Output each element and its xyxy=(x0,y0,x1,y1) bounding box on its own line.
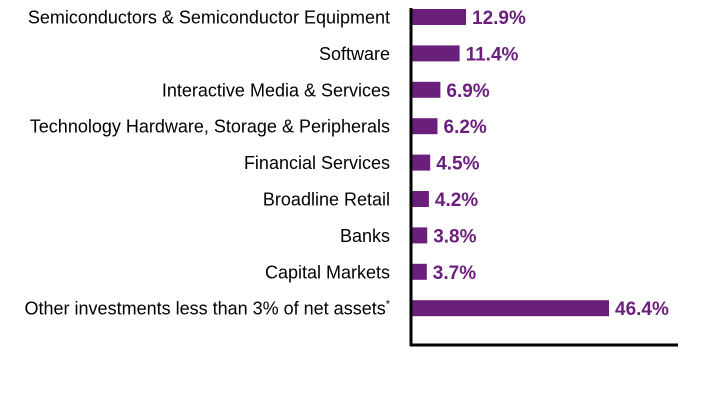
category-label-3: Technology Hardware, Storage & Periphera… xyxy=(30,117,390,137)
category-label-2: Interactive Media & Services xyxy=(162,80,390,100)
bar-6 xyxy=(411,227,428,244)
bar-1 xyxy=(411,45,460,62)
bar-5 xyxy=(411,191,429,207)
bar-8 xyxy=(411,300,609,317)
category-label-8: Other investments less than 3% of net as… xyxy=(25,299,391,319)
category-label-5: Broadline Retail xyxy=(263,190,390,210)
bar-7 xyxy=(411,263,427,280)
bars-layer xyxy=(411,9,609,317)
category-label-4: Financial Services xyxy=(244,153,390,173)
value-label-6: 3.8% xyxy=(433,226,476,247)
value-label-1: 11.4% xyxy=(466,44,519,65)
category-label-7: Capital Markets xyxy=(265,262,390,282)
bar-0 xyxy=(411,9,466,25)
value-label-3: 6.2% xyxy=(444,117,487,138)
bar-4 xyxy=(411,154,431,171)
bar-2 xyxy=(411,81,441,98)
value-label-7: 3.7% xyxy=(433,263,476,284)
category-label-0: Semiconductors & Semiconductor Equipment xyxy=(28,8,390,28)
value-label-2: 6.9% xyxy=(446,81,489,102)
category-label-6: Banks xyxy=(340,226,390,246)
bar-3 xyxy=(411,118,438,135)
labels-layer: Semiconductors & Semiconductor Equipment… xyxy=(25,8,669,321)
footnote-mark: * xyxy=(386,299,391,311)
category-label-1: Software xyxy=(319,44,390,64)
value-label-4: 4.5% xyxy=(436,154,479,175)
value-label-8: 46.4% xyxy=(615,299,669,320)
value-label-0: 12.9% xyxy=(472,8,526,29)
value-label-5: 4.2% xyxy=(435,190,478,211)
